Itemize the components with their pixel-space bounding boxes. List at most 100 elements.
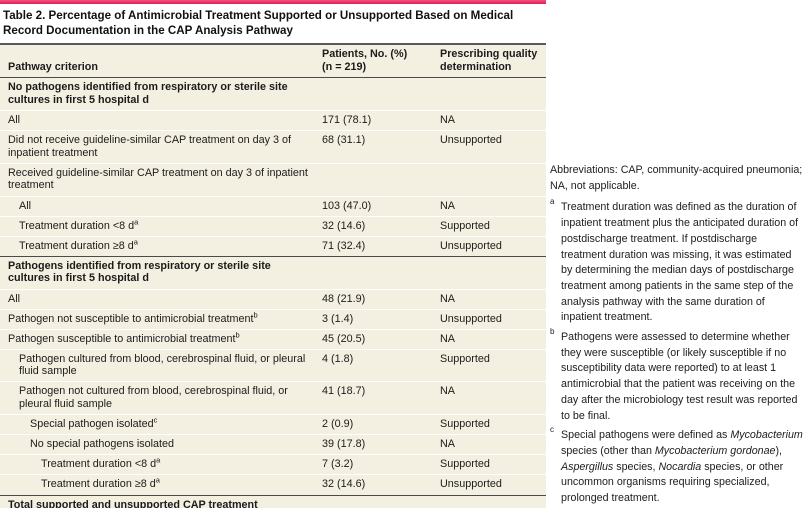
row-determination-value: Supported — [440, 352, 490, 365]
row-label: Pathogen not susceptible to antimicrobia… — [8, 310, 258, 325]
footnotes-panel: Abbreviations: CAP, community-acquired p… — [550, 163, 803, 508]
footnote-b: b Pathogens were assessed to determine wh… — [550, 327, 798, 422]
row-patients-value — [314, 78, 432, 110]
row-determination-value: NA — [440, 332, 455, 345]
table-row: Treatment duration ≥8 da 71 (32.4) Unsuppo… — [0, 235, 546, 256]
row-patients-value — [314, 257, 432, 289]
row-patients-value: 4 (1.8) — [322, 352, 354, 365]
row-patients-value: 32 (14.6) — [322, 478, 366, 491]
table-row: All 171 (78.1) NA — [0, 110, 546, 130]
row-patients-value: 2 (0.9) — [322, 418, 354, 431]
row-determination-value: NA — [440, 114, 455, 127]
row-determination-value: NA — [440, 438, 455, 451]
table-row: Received guideline-similar CAP treatment… — [0, 162, 546, 196]
row-determination-value: Unsupported — [440, 312, 502, 325]
row-label: Treatment duration ≥8 da — [41, 475, 160, 491]
footnote-text: Pathogens were assessed to determine whe… — [561, 331, 798, 422]
row-determination-value: Supported — [440, 418, 490, 431]
row-patients-value: 103 (47.0) — [322, 199, 372, 212]
footnote-marker-a: a — [155, 475, 160, 485]
table-header-row: Pathway criterion Patients, No. (%) (n =… — [0, 45, 546, 79]
row-patients-value: 3 (1.4) — [322, 312, 354, 325]
footnote-text: Special pathogens were defined as — [561, 429, 731, 442]
footnote-text: ), — [775, 444, 783, 457]
row-patients-value: 171 (78.1) — [322, 114, 372, 127]
row-label: No pathogens identified from respiratory… — [8, 81, 288, 106]
row-label: Pathogens identified from respiratory or… — [8, 259, 271, 285]
table-section-row: No pathogens identified from respiratory… — [0, 78, 546, 110]
table-row: Treatment duration <8 da 32 (14.6) Support… — [0, 215, 546, 236]
row-patients-value: 45 (20.5) — [322, 332, 366, 345]
row-patients-value: 32 (14.6) — [322, 219, 366, 232]
footnote-c: c Special pathogens were defined as Mycob… — [550, 425, 803, 505]
table-row: Treatment duration ≥8 da 32 (14.6) Unsuppo… — [0, 474, 546, 494]
footnote-text: species, or other uncommon organisms req… — [561, 460, 784, 505]
footnote-marker-b: b — [253, 310, 258, 319]
row-label: Treatment duration ≥8 da — [19, 237, 138, 252]
column-header-pathway-criterion: Pathway criterion — [8, 60, 99, 73]
table-section-row: Pathogens identified from respiratory or… — [0, 255, 546, 289]
table-row: Special pathogen isolatedc 2 (0.9) Support… — [0, 414, 546, 434]
row-patients-value: 7 (3.2) — [322, 458, 354, 471]
row-label: Special pathogen isolatedc — [30, 415, 158, 431]
table2-panel: Table 2. Percentage of Antimicrobial Tre… — [0, 0, 546, 508]
footnote-marker-b: b — [235, 330, 240, 340]
row-label: Pathogen susceptible to antimicrobial tr… — [8, 330, 240, 345]
row-patients-value: 48 (21.9) — [322, 292, 366, 305]
table-row: Treatment duration <8 da 7 (3.2) Supported — [0, 454, 546, 474]
row-label: Treatment duration <8 da — [19, 217, 139, 232]
row-determination-value: Supported — [440, 458, 490, 471]
table-row: Did not receive guideline-similar CAP tr… — [0, 130, 546, 163]
row-determination-value — [432, 164, 546, 196]
table-row: All 48 (21.9) NA — [0, 288, 546, 309]
footnote-marker-a: a — [156, 455, 161, 465]
row-label: All — [19, 199, 31, 212]
table-row: Pathogen not susceptible to antimicrobia… — [0, 308, 546, 329]
row-determination-value — [432, 78, 546, 110]
table-row: Pathogen susceptible to antimicrobial tr… — [0, 328, 546, 349]
column-header-patients: Patients, No. (%) (n = 219) — [322, 48, 408, 73]
row-label: Did not receive guideline-similar CAP tr… — [8, 134, 292, 159]
row-determination-value: Supported — [440, 219, 490, 232]
row-determination-value: NA — [440, 385, 455, 398]
row-label: No special pathogens isolated — [30, 438, 175, 451]
table-row: No special pathogens isolated 39 (17.8) NA — [0, 434, 546, 454]
table-accent-bar — [0, 0, 546, 4]
table-row: All 103 (47.0) NA — [0, 195, 546, 216]
row-determination-value: Unsupported — [440, 239, 502, 252]
row-determination-value: NA — [440, 292, 455, 305]
row-patients-value: 41 (18.7) — [322, 385, 366, 398]
row-label: All — [8, 114, 20, 127]
footnote-marker-a: a — [133, 237, 138, 247]
footnote-text: species, — [613, 460, 659, 473]
row-determination-value: NA — [440, 199, 455, 212]
footnotes-list: a Treatment duration was defined as the d… — [550, 197, 803, 506]
footnote-text-italic: Aspergillus — [561, 460, 614, 473]
footnote-a: a Treatment duration was defined as the d… — [550, 197, 799, 324]
table-row: Pathogen cultured from blood, cerebrospi… — [0, 348, 546, 382]
column-header-prescribing-quality: Prescribing quality determination — [440, 48, 538, 73]
row-label: Pathogen not cultured from blood, cerebr… — [19, 385, 288, 411]
row-label: Pathogen cultured from blood, cerebrospi… — [19, 352, 306, 378]
row-patients-value — [314, 164, 432, 196]
footnote-text: species (other than — [561, 444, 655, 457]
row-label: Treatment duration <8 da — [41, 455, 161, 471]
row-patients-value — [314, 496, 432, 508]
footnote-text-italic: Mycobacterium gordonae — [654, 444, 776, 457]
row-patients-value: 68 (31.1) — [322, 134, 366, 147]
footnote-text: Treatment duration was defined as the du… — [561, 201, 799, 324]
row-label: Total supported and unsupported CAP trea… — [8, 498, 258, 508]
table-body: No pathogens identified from respiratory… — [0, 78, 546, 508]
footnote-marker-a: a — [134, 217, 139, 227]
row-label: Received guideline-similar CAP treatment… — [8, 166, 308, 192]
row-determination-value: Unsupported — [440, 134, 502, 147]
row-label: All — [8, 292, 20, 305]
table: Pathway criterion Patients, No. (%) (n =… — [0, 45, 546, 508]
table-title: Table 2. Percentage of Antimicrobial Tre… — [0, 4, 546, 46]
footnote-marker-c: c — [153, 415, 158, 425]
footnote-text-italic: Mycobacterium — [730, 429, 803, 442]
table-row: Pathogen not cultured from blood, cerebr… — [0, 381, 546, 414]
footnote-text-italic: Nocardia — [658, 460, 702, 473]
row-determination-value: Unsupported — [440, 478, 502, 491]
